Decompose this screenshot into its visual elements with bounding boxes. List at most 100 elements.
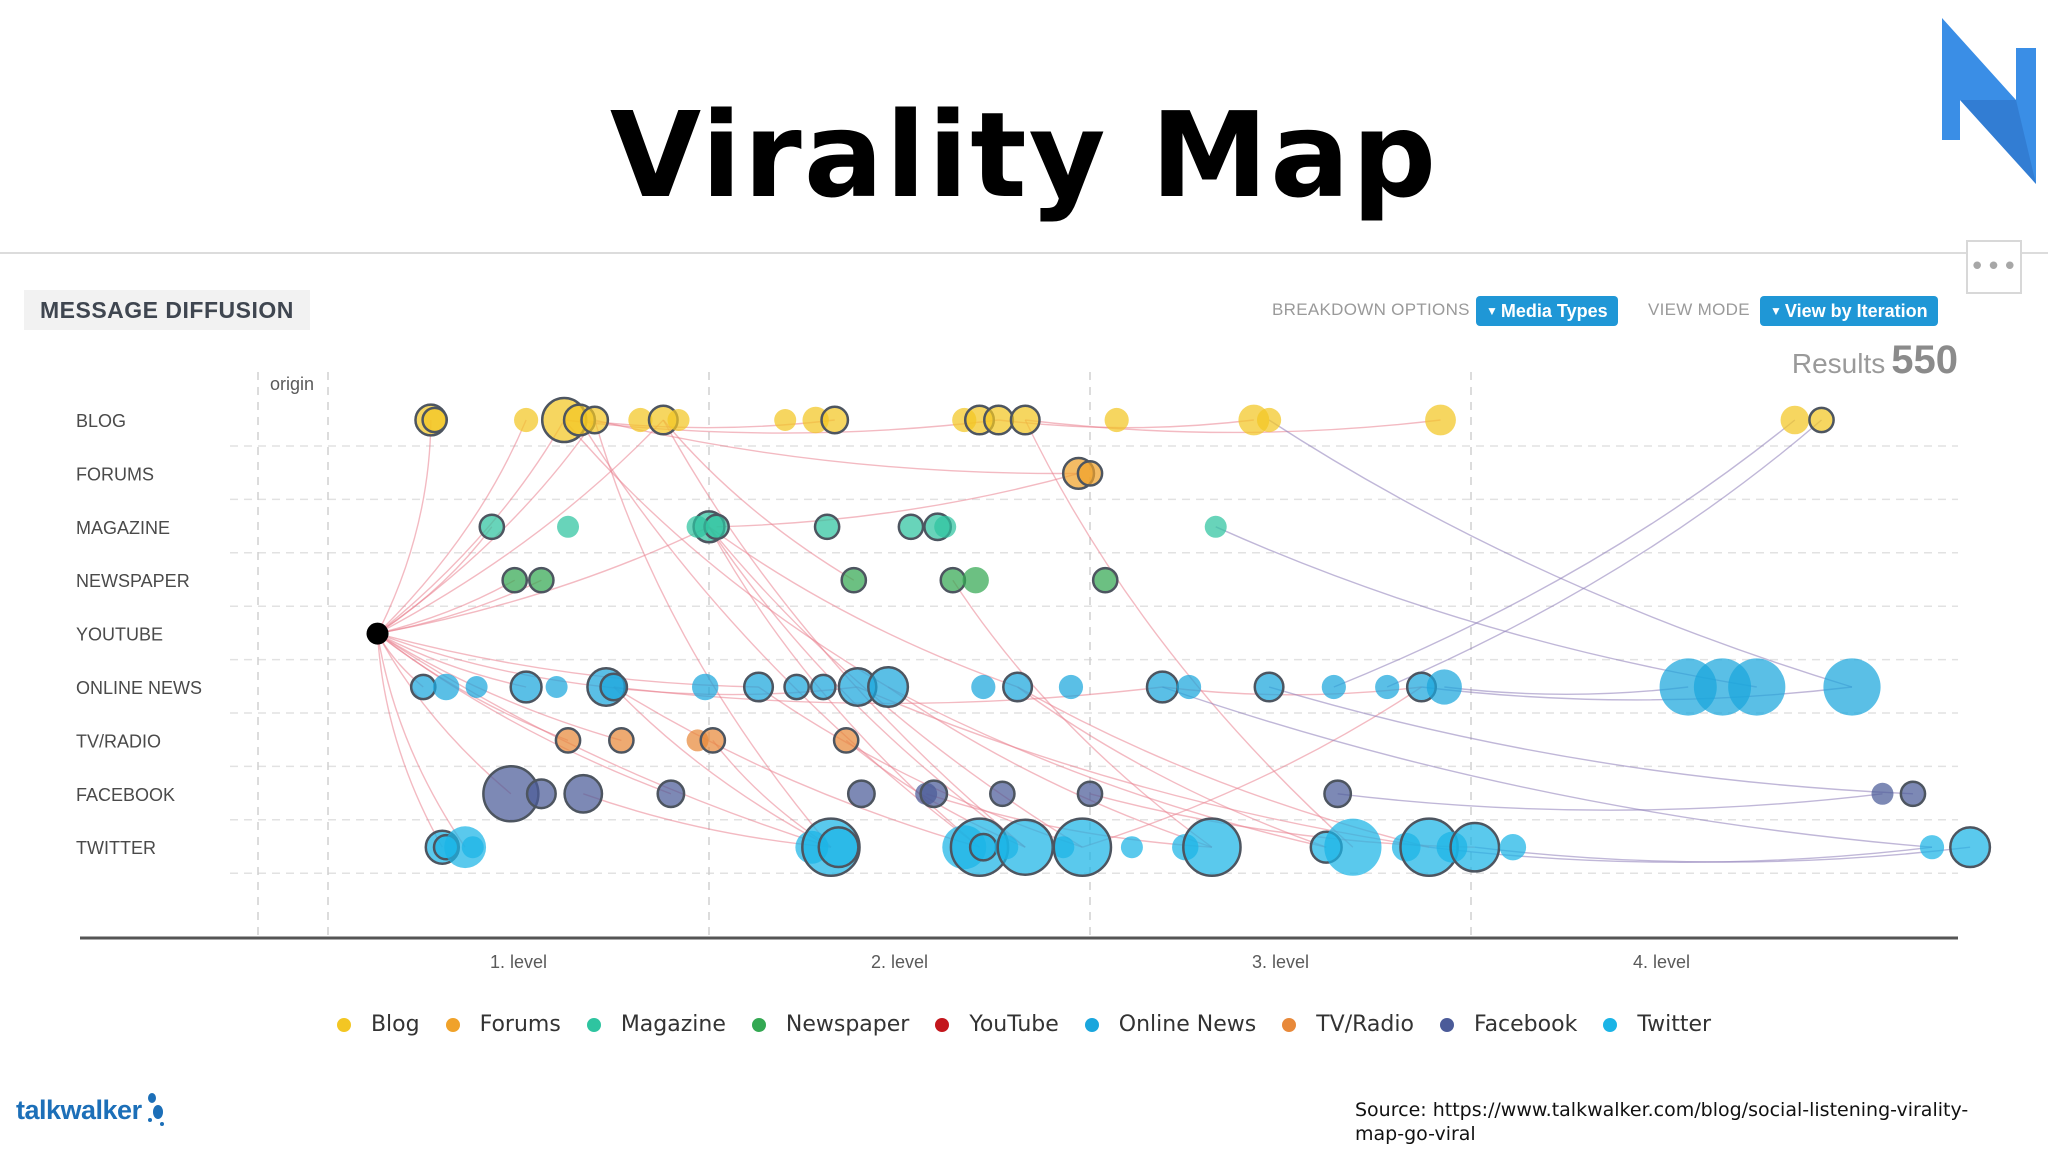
diffusion-edge xyxy=(1017,686,1327,848)
results-label: Results xyxy=(1791,348,1886,379)
diffusion-edge xyxy=(377,526,493,635)
breakdown-options-label: BREAKDOWN OPTIONS xyxy=(1272,300,1470,319)
legend-item-online-news[interactable]: Online News xyxy=(1084,1012,1257,1037)
point-tv-radio xyxy=(554,727,582,754)
point-blog xyxy=(774,409,797,431)
point-newspaper xyxy=(939,566,967,594)
point-online-news xyxy=(509,670,543,704)
origin-label: origin xyxy=(270,374,314,394)
chart-legend: Blog Forums Magazine Newspaper YouTube Online… xyxy=(0,1012,2048,1037)
point-online-news xyxy=(1145,670,1180,704)
point-blog xyxy=(1780,405,1810,435)
diffusion-edge xyxy=(708,526,1018,688)
point-online-news xyxy=(599,672,629,702)
point-online-news xyxy=(971,674,996,700)
point-blog xyxy=(1104,407,1129,433)
legend-item-facebook[interactable]: Facebook xyxy=(1439,1012,1577,1037)
view-mode-dropdown-label: View by Iteration xyxy=(1784,301,1928,321)
row-label-tv-radio: TV/RADIO xyxy=(76,731,161,751)
row-label-facebook: FACEBOOK xyxy=(76,785,175,805)
diffusion-edge xyxy=(952,579,1213,848)
legend-item-youtube[interactable]: YouTube xyxy=(935,1012,1059,1037)
point-blog xyxy=(628,407,653,433)
footprint-icon xyxy=(147,1093,164,1126)
point-magazine xyxy=(557,515,580,538)
point-online-news xyxy=(409,673,437,701)
point-online-news xyxy=(809,673,837,701)
point-twitter xyxy=(1449,821,1501,873)
media-types-dropdown[interactable]: ▼ Media Types xyxy=(1476,296,1618,326)
point-magazine xyxy=(1204,515,1227,538)
diffusion-edge xyxy=(1444,686,1689,696)
legend-item-tv-radio[interactable]: TV/Radio xyxy=(1282,1012,1414,1037)
point-blog xyxy=(820,405,850,435)
point-online-news xyxy=(1728,658,1786,716)
diffusion-edge xyxy=(1024,419,1354,848)
slide-title: Virality Map xyxy=(609,86,1439,224)
x-tick-label: 3. level xyxy=(1252,952,1309,972)
results-counter: Results 550 xyxy=(1792,338,1958,383)
legend-item-newspaper[interactable]: Newspaper xyxy=(751,1012,910,1037)
view-mode-label: VIEW MODE xyxy=(1648,300,1750,319)
legend-label: Blog xyxy=(370,1012,420,1037)
diffusion-edge xyxy=(1082,686,1422,848)
point-facebook xyxy=(846,779,876,809)
legend-item-blog[interactable]: Blog xyxy=(336,1012,420,1037)
row-label-magazine: MAGAZINE xyxy=(76,518,170,538)
legend-label: Magazine xyxy=(620,1012,726,1037)
point-facebook xyxy=(1076,780,1104,808)
view-mode-dropdown[interactable]: ▼ View by Iteration xyxy=(1760,296,1938,326)
diffusion-edge xyxy=(1421,686,1853,701)
point-twitter xyxy=(1324,818,1382,876)
point-blog xyxy=(1808,406,1835,434)
diffusion-edge xyxy=(376,633,466,848)
talkwalker-logo: talkwalker xyxy=(16,1086,168,1134)
diffusion-edge xyxy=(1333,419,1796,688)
point-online-news xyxy=(432,673,460,701)
legend-swatch xyxy=(751,1017,766,1032)
legend-swatch xyxy=(1439,1017,1454,1032)
diffusion-edge xyxy=(377,633,672,795)
more-options-icon: ••• xyxy=(1969,252,2019,282)
point-twitter xyxy=(1052,817,1113,878)
legend-item-twitter[interactable]: Twitter xyxy=(1603,1012,1711,1037)
legend-item-magazine[interactable]: Magazine xyxy=(586,1012,726,1037)
legend-label: Online News xyxy=(1118,1012,1257,1037)
point-online-news xyxy=(1253,671,1285,703)
point-blog xyxy=(1009,404,1041,436)
legend-label: Newspaper xyxy=(785,1012,910,1037)
point-magazine xyxy=(686,515,709,538)
x-tick-label: 1. level xyxy=(490,952,547,972)
results-count: 550 xyxy=(1891,338,1958,382)
more-options-button[interactable]: ••• xyxy=(1966,240,2022,294)
legend-item-forums[interactable]: Forums xyxy=(445,1012,561,1037)
diffusion-edge xyxy=(578,419,980,848)
point-twitter xyxy=(996,818,1054,876)
point-facebook xyxy=(525,778,557,810)
row-label-twitter: TWITTER xyxy=(76,838,156,858)
section-label: MESSAGE DIFFUSION xyxy=(24,290,310,330)
legend-swatch xyxy=(336,1017,351,1032)
point-newspaper xyxy=(962,567,989,594)
row-label-blog: BLOG xyxy=(76,411,126,431)
point-blog xyxy=(667,409,690,431)
legend-swatch xyxy=(586,1017,601,1032)
point-twitter xyxy=(1949,826,1992,869)
point-newspaper xyxy=(528,566,555,594)
point-tv-radio xyxy=(608,727,635,754)
legend-label: Twitter xyxy=(1637,1012,1712,1037)
point-blog xyxy=(514,407,539,433)
legend-swatch xyxy=(1603,1017,1618,1032)
legend-swatch xyxy=(445,1017,460,1032)
brand-logo-icon xyxy=(1942,18,2036,184)
talkwalker-logo-text: talkwalker xyxy=(16,1094,142,1125)
diffusion-edge xyxy=(377,632,527,688)
x-tick-label: 4. level xyxy=(1633,952,1690,972)
point-online-news xyxy=(1321,674,1346,700)
diffusion-edge xyxy=(377,632,607,688)
point-online-news xyxy=(1375,674,1400,700)
legend-label: Forums xyxy=(479,1012,561,1037)
point-blog xyxy=(580,405,610,435)
label-layer: BLOG FORUMS MAGAZINE NEWSPAPER YOUTUBE ONLINE… xyxy=(76,374,1690,972)
